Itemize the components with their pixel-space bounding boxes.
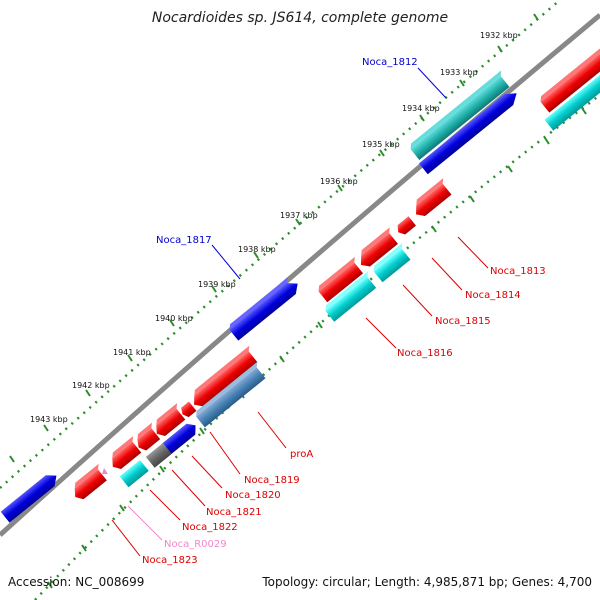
map-title: Nocardioides sp. JS614, complete genome [152,10,448,26]
gene-noca-1820[interactable] [132,422,164,453]
tick-label: 1936 kbp [320,177,358,186]
tick-label: 1932 kbp [480,31,518,40]
tick-label: 1933 kbp [440,68,478,77]
label-noca-1816: Noca_1816 [397,348,453,359]
label-noca-1813: Noca_1813 [490,266,546,277]
label-noca-r0029: Noca_R0029 [164,539,227,550]
gene-noca-1812[interactable] [408,70,513,160]
label-noca-1823: Noca_1823 [142,555,198,566]
tick-label: 1938 kbp [238,245,276,254]
label-noca-1815: Noca_1815 [435,316,491,327]
tick-label: 1939 kbp [198,280,236,289]
outer-ticks [9,13,539,463]
label-noca-1821: Noca_1821 [206,507,262,518]
gene-noca-1816-red[interactable] [316,256,366,303]
gene-noca-1821-red[interactable] [106,436,145,472]
accession-text: Accession: NC_008699 [8,575,144,589]
gene-noca-1816-cyan[interactable] [323,271,379,322]
tick-label: 1943 kbp [30,415,68,424]
gene-noca-r0029[interactable] [102,468,108,474]
label-noca-1819: Noca_1819 [244,475,300,486]
tick-label: 1941 kbp [113,348,151,357]
gene-proa[interactable] [194,361,269,428]
leader-lines [111,67,489,557]
gene-noca-1823[interactable] [68,463,110,503]
gene-cyan-far-right[interactable] [544,69,600,131]
gene-noca-1822-gray[interactable] [145,443,172,468]
gene-red-small[interactable] [394,216,416,237]
gene-noca-1815[interactable] [371,243,413,283]
label-noca-1817: Noca_1817 [156,235,212,246]
gene-noca-1814[interactable] [354,227,401,270]
gene-noca-1813[interactable] [409,178,455,220]
label-noca-1814: Noca_1814 [465,290,521,301]
label-noca-1820: Noca_1820 [225,490,281,501]
tick-label: 1935 kbp [362,140,400,149]
gene-red-large[interactable] [187,345,260,410]
gene-noca-1822-cyan[interactable] [119,460,149,488]
tick-label: 1940 kbp [155,314,193,323]
topology-summary: Topology: circular; Length: 4,985,871 bp… [261,575,592,589]
gene-forward-blue[interactable] [418,88,521,175]
label-noca-1822: Noca_1822 [182,522,238,533]
tick-label: 1937 kbp [280,211,318,220]
gene-noca-1821-blue[interactable] [161,420,200,455]
tick-label: 1942 kbp [72,381,110,390]
gene-noca-1819[interactable] [150,403,189,439]
label-noca-1812: Noca_1812 [362,57,418,68]
label-proa: proA [290,449,313,460]
gene-red-tiny[interactable] [179,401,197,420]
gene-blue-left[interactable] [0,470,61,523]
gene-red-far-right[interactable] [538,45,600,113]
tick-label: 1934 kbp [402,104,440,113]
gene-noca-1817[interactable] [227,275,302,341]
